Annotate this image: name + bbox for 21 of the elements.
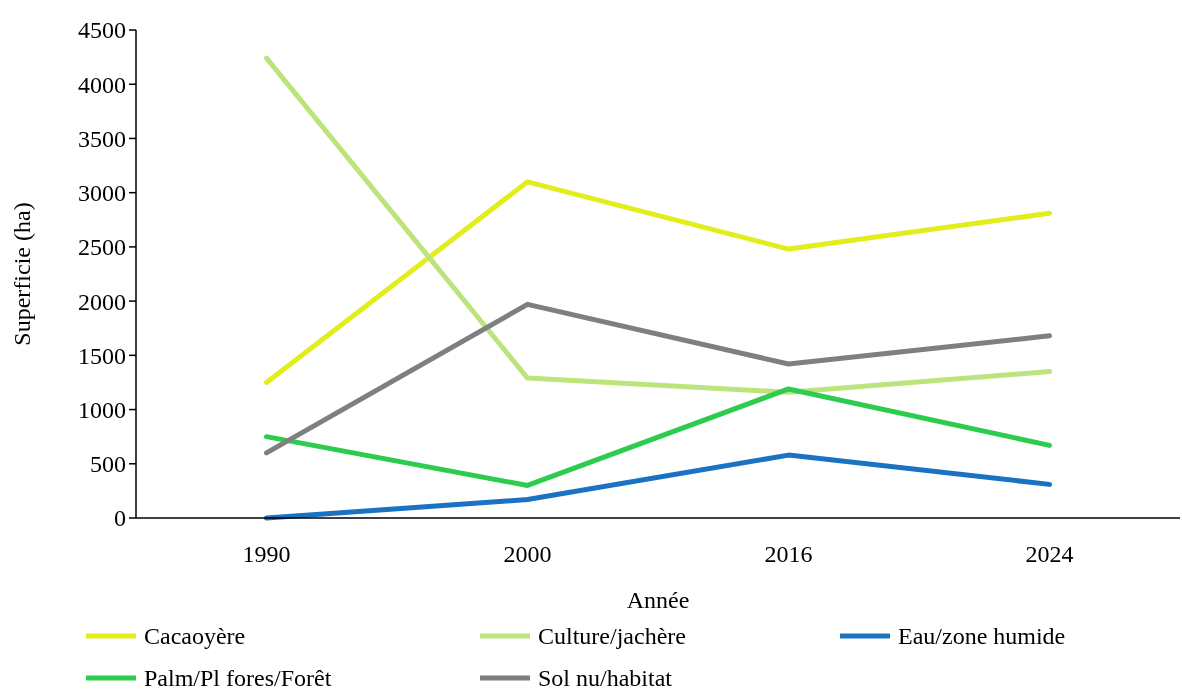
legend-label: Cacaoyère: [144, 623, 246, 650]
legend-label: Eau/zone humide: [898, 623, 1066, 650]
legend-label: Sol nu/habitat: [538, 665, 673, 690]
x-axis-title: Année: [626, 587, 690, 613]
y-tick-label: 2500: [78, 234, 126, 261]
y-tick-label: 4000: [78, 71, 126, 98]
y-tick-label: 1000: [78, 396, 126, 423]
y-tick-label: 1500: [78, 342, 126, 369]
x-tick-label: 2024: [1025, 541, 1074, 567]
y-tick-label: 3000: [78, 180, 126, 207]
legend-label: Culture/jachère: [538, 623, 686, 650]
y-tick-label: 500: [90, 451, 126, 478]
legend-label: Palm/Pl fores/Forêt: [144, 665, 332, 690]
y-tick-label: 2000: [78, 288, 126, 315]
x-tick-label: 2000: [503, 541, 552, 567]
y-tick-label: 4500: [78, 17, 126, 44]
x-tick-label: 1990: [242, 541, 291, 567]
y-axis-title: Superficie (ha): [9, 202, 35, 346]
x-tick-label: 2016: [764, 541, 813, 567]
y-tick-label: 0: [114, 505, 126, 532]
y-tick-label: 3500: [78, 125, 126, 152]
